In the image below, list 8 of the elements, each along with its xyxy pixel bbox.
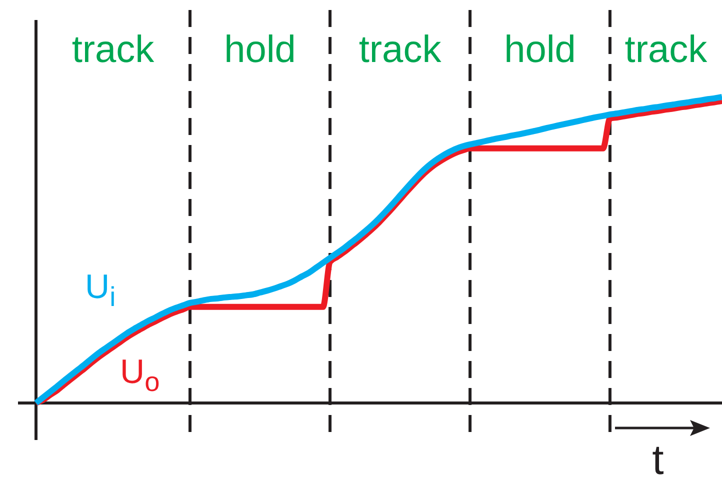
text: track <box>72 29 156 71</box>
text: hold <box>224 29 296 71</box>
text: hold <box>504 29 576 71</box>
series-label: U$_{i}$ <box>85 268 116 312</box>
x-axis-title: t <box>652 436 664 480</box>
text: track <box>358 29 442 71</box>
series-label: U$_{o}$ <box>120 353 160 398</box>
text: track <box>624 29 708 71</box>
